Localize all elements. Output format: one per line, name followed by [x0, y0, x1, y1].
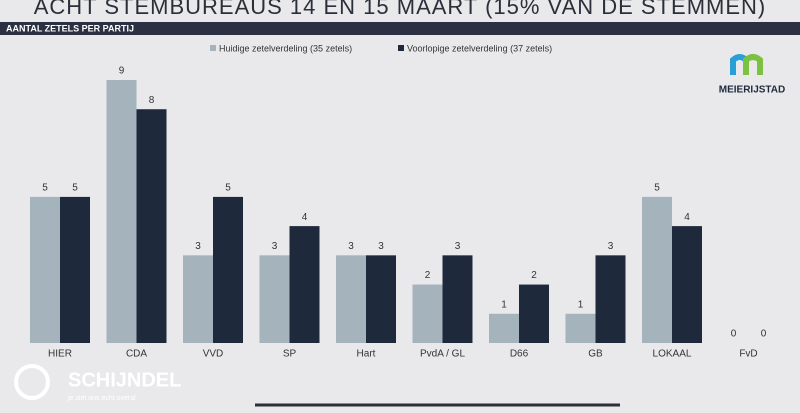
bar	[289, 226, 320, 343]
x-tick-label: Hart	[357, 349, 376, 360]
value-label: 4	[684, 212, 690, 223]
x-tick-label: CDA	[126, 349, 147, 360]
value-label: 4	[302, 212, 308, 223]
value-label: 5	[72, 183, 78, 194]
x-tick-label: VVD	[203, 349, 224, 360]
x-tick-label: SP	[283, 349, 297, 360]
value-label: 2	[425, 270, 431, 281]
bar	[489, 313, 519, 343]
logo-mark	[743, 54, 763, 75]
chart-title: ACHT STEMBUREAUS 14 EN 15 MAART (15% VAN…	[34, 0, 767, 19]
value-label: 3	[195, 241, 201, 252]
x-tick-label: LOKAAL	[653, 349, 692, 360]
bar	[642, 196, 672, 343]
legend-label: Huidige zetelverdeling (35 zetels)	[219, 43, 352, 53]
value-label: 1	[578, 299, 584, 310]
bar	[366, 255, 396, 343]
bar	[136, 109, 167, 343]
value-label: 8	[149, 95, 155, 106]
x-tick-label: FvD	[739, 349, 757, 360]
x-tick-label: PvdA / GL	[420, 349, 465, 360]
value-label: 3	[608, 241, 614, 252]
logo: MEIERIJSTAD	[719, 54, 786, 96]
value-label: 5	[225, 183, 231, 194]
watermark: SCHIJNDEL je ziet ons echt overal	[14, 364, 181, 402]
watermark-tagline: je ziet ons echt overal	[67, 395, 136, 402]
value-label: 9	[119, 66, 125, 77]
bar	[259, 255, 290, 343]
legend-swatch	[210, 45, 216, 51]
value-label: 0	[731, 329, 737, 340]
bar	[565, 313, 596, 343]
value-label: 1	[501, 299, 507, 310]
bar	[595, 255, 626, 343]
logo-text: MEIERIJSTAD	[719, 85, 786, 96]
value-label: 5	[42, 183, 48, 194]
value-label: 3	[378, 241, 384, 252]
chart-subtitle: AANTAL ZETELS PER PARTIJ	[6, 23, 134, 33]
bar	[412, 284, 443, 343]
value-label: 3	[348, 241, 354, 252]
x-tick-label: HIER	[48, 349, 72, 360]
value-label: 3	[455, 241, 461, 252]
bar	[183, 255, 213, 343]
x-tick-label: D66	[510, 349, 529, 360]
bar	[213, 196, 243, 343]
watermark-icon	[14, 364, 50, 400]
x-tick-label: GB	[588, 349, 603, 360]
value-label: 2	[531, 270, 537, 281]
bar	[442, 255, 473, 343]
value-label: 0	[761, 329, 767, 340]
bar	[60, 196, 90, 343]
bar	[519, 284, 549, 343]
value-label: 5	[654, 183, 660, 194]
bar	[30, 196, 60, 343]
legend-label: Voorlopige zetelverdeling (37 zetels)	[407, 43, 552, 53]
legend-swatch	[398, 45, 404, 51]
bar	[106, 80, 137, 343]
watermark-name: SCHIJNDEL	[68, 369, 181, 391]
subtitle-bar	[0, 22, 800, 35]
value-label: 3	[272, 241, 278, 252]
bar	[672, 226, 702, 343]
bar	[336, 255, 366, 343]
